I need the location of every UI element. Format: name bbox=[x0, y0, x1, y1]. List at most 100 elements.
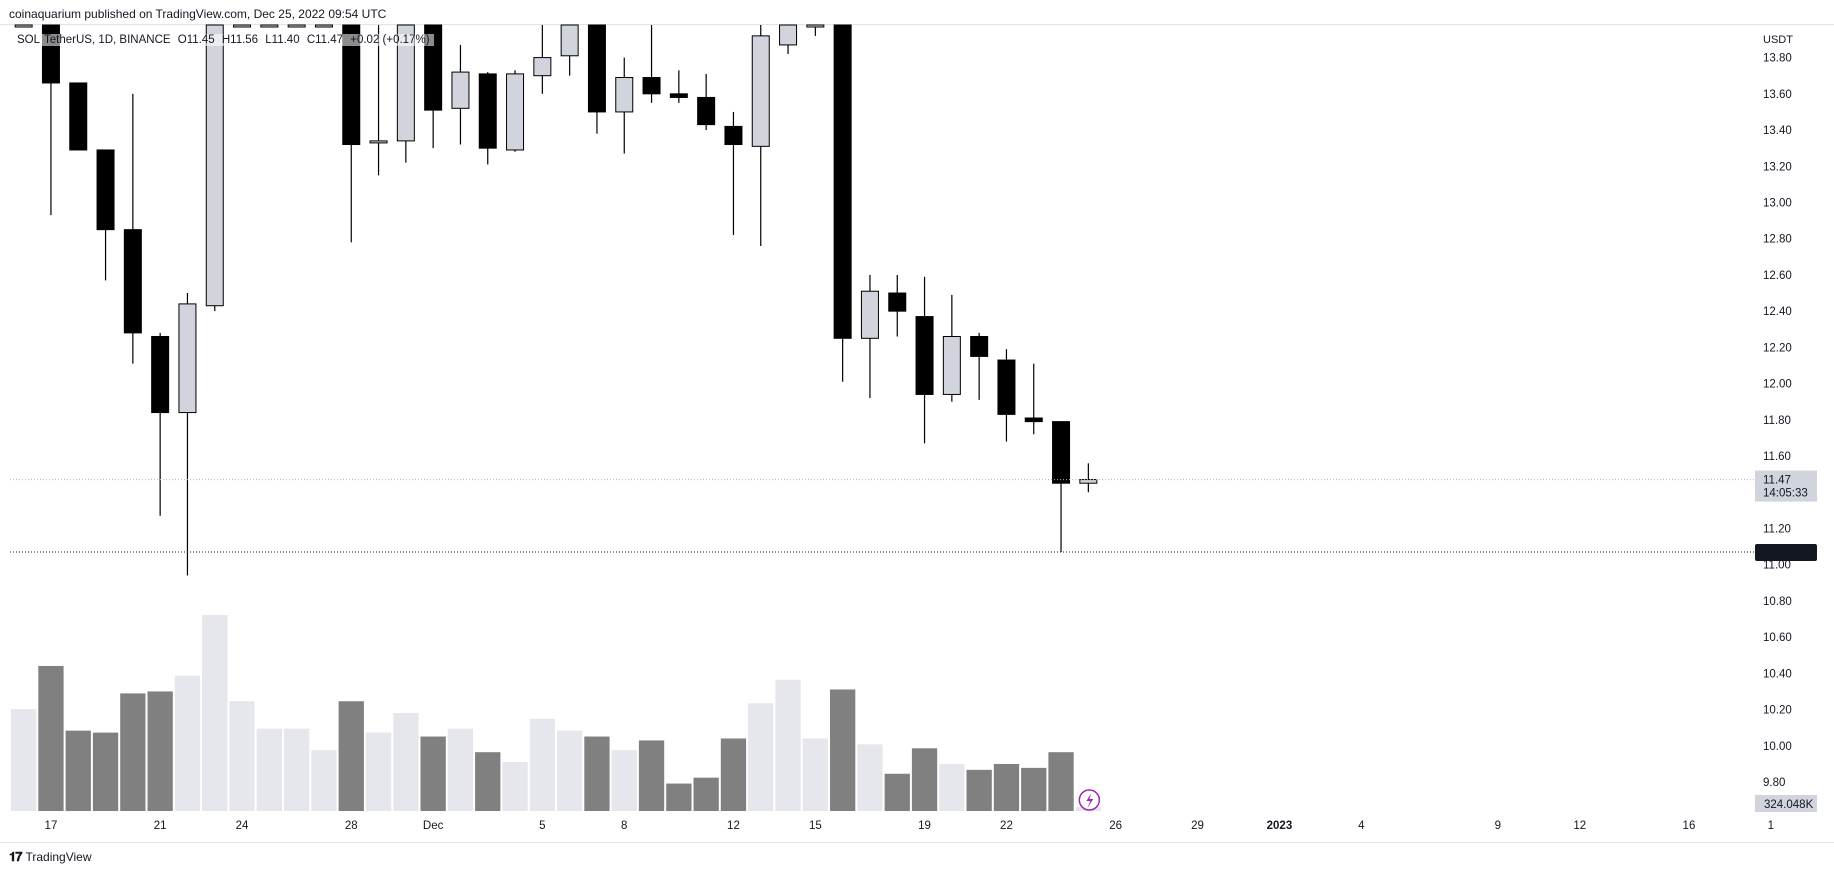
candle-body bbox=[833, 24, 852, 339]
candle-body bbox=[615, 77, 634, 113]
candle-body bbox=[396, 24, 415, 142]
volume-bar bbox=[65, 730, 91, 811]
candle-body bbox=[888, 292, 907, 312]
volume-value-label: 324.048K bbox=[1764, 799, 1814, 811]
volume-bar bbox=[611, 750, 637, 811]
volume-bar bbox=[693, 777, 719, 811]
candle-body bbox=[724, 125, 743, 146]
volume-bar bbox=[338, 701, 364, 811]
candle-body bbox=[424, 24, 443, 111]
volume-bar bbox=[311, 750, 337, 811]
candle-body bbox=[1052, 421, 1071, 484]
price-tick-label: 10.20 bbox=[1763, 705, 1792, 717]
candle-body bbox=[287, 24, 306, 28]
volume-bar bbox=[529, 718, 555, 811]
volume-bar bbox=[284, 728, 310, 811]
price-tick-label: 13.20 bbox=[1763, 161, 1792, 173]
low-marker-box bbox=[1755, 544, 1817, 562]
candle-body bbox=[1024, 417, 1043, 423]
candle-body bbox=[560, 24, 579, 57]
candle-body bbox=[751, 35, 770, 147]
date-tick-label: 17 bbox=[45, 820, 58, 832]
volume-bar bbox=[38, 665, 64, 811]
date-tick-label: 12 bbox=[1573, 820, 1586, 832]
date-tick-label: 9 bbox=[1495, 820, 1501, 832]
price-tick-label: 12.60 bbox=[1763, 270, 1792, 282]
candle-body bbox=[178, 303, 197, 414]
time-axis: 17 21 24 28 Dec 5 8 12 15 19 22 26 29 2023 4 9 12 16 1 bbox=[45, 820, 1775, 832]
candle-body bbox=[860, 290, 879, 339]
candle-body bbox=[997, 359, 1016, 415]
volume-bar bbox=[420, 736, 446, 811]
candle-body bbox=[1079, 479, 1098, 484]
price-tick-label: 10.40 bbox=[1763, 668, 1792, 680]
volume-bar bbox=[557, 730, 583, 811]
candle-body bbox=[233, 24, 252, 28]
price-tick-label: 10.80 bbox=[1763, 596, 1792, 608]
volume-bar bbox=[720, 738, 747, 811]
price-axis: 13.80 13.60 13.40 13.20 13.00 12.80 12.60 12.40… bbox=[1763, 53, 1792, 789]
legend-symbol: SOL bbox=[17, 34, 41, 46]
price-tick-label: 13.60 bbox=[1763, 89, 1792, 101]
volume-bar bbox=[92, 732, 119, 811]
date-tick-label: 29 bbox=[1191, 820, 1204, 832]
volume-bar bbox=[830, 689, 856, 811]
candle-body bbox=[205, 24, 224, 307]
candle-body bbox=[342, 24, 361, 146]
volume-bar bbox=[447, 728, 474, 811]
price-tick-label: 11.80 bbox=[1763, 415, 1791, 427]
volume-bar bbox=[1048, 752, 1074, 811]
price-tick-label: 9.80 bbox=[1763, 777, 1785, 789]
volume-bar bbox=[475, 752, 501, 811]
price-tick-label: 12.00 bbox=[1763, 379, 1792, 391]
date-tick-label: 26 bbox=[1109, 820, 1122, 832]
candle-body bbox=[314, 24, 333, 28]
legend-pair: TetherUS, 1D, BINANCE bbox=[44, 34, 171, 46]
candle-body bbox=[506, 73, 525, 151]
date-tick-label: 28 bbox=[345, 820, 358, 832]
volume-bar bbox=[802, 738, 828, 811]
volume-bar bbox=[857, 744, 883, 811]
current-price-label: 11.47 bbox=[1763, 475, 1791, 487]
symbol-legend[interactable]: SOL TetherUS, 1D, BINANCE O11.45 H11.56 L… bbox=[17, 34, 434, 46]
volume-bar bbox=[748, 703, 774, 811]
volume-bar bbox=[120, 693, 146, 811]
candle-body bbox=[123, 229, 142, 334]
date-tick-label: 15 bbox=[809, 820, 822, 832]
volume-bar bbox=[229, 701, 255, 811]
candle-body bbox=[669, 93, 688, 98]
date-tick-label: 8 bbox=[621, 820, 627, 832]
price-tick-label: 10.00 bbox=[1763, 741, 1792, 753]
candle-body bbox=[451, 71, 470, 109]
volume-bar bbox=[11, 709, 37, 811]
legend-change: +0.02 (+0.17%) bbox=[350, 34, 430, 46]
candle-body bbox=[14, 24, 33, 28]
volume-label-box bbox=[1755, 795, 1817, 812]
price-tick-label: 11.20 bbox=[1763, 523, 1791, 535]
candle-body bbox=[69, 82, 88, 151]
candle-body bbox=[806, 24, 825, 28]
date-tick-label: 19 bbox=[918, 820, 931, 832]
volume-bar bbox=[202, 615, 228, 811]
current-price-box bbox=[1755, 470, 1817, 502]
chart-frame[interactable] bbox=[0, 24, 1834, 843]
candle-body bbox=[915, 316, 934, 395]
candle-body bbox=[478, 73, 497, 149]
legend-close: C11.47 bbox=[306, 34, 344, 46]
price-tick-label: 13.00 bbox=[1763, 197, 1792, 209]
candles bbox=[14, 24, 1098, 576]
candle-body bbox=[260, 24, 279, 28]
price-tick-label: 13.40 bbox=[1763, 125, 1792, 137]
volume-bar bbox=[365, 732, 392, 811]
candle-body bbox=[779, 24, 798, 46]
price-tick-label: 10.60 bbox=[1763, 632, 1792, 644]
volume-bar bbox=[256, 728, 282, 811]
brand-name: TradingView bbox=[25, 850, 92, 864]
volume-bar bbox=[993, 763, 1020, 811]
volume-bar bbox=[666, 783, 692, 811]
date-tick-label: 24 bbox=[236, 820, 249, 832]
date-tick-label: 2023 bbox=[1267, 820, 1293, 832]
footer-brand[interactable]: 𝟏𝟕 TradingView bbox=[9, 849, 92, 865]
